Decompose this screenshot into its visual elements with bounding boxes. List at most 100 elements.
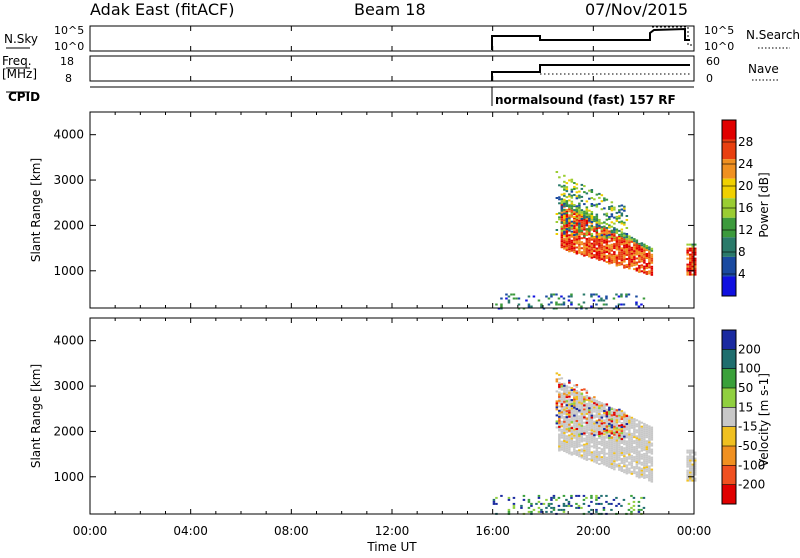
heatmap-cell — [600, 299, 603, 302]
heatmap-cell — [625, 460, 629, 463]
heatmap-cell — [638, 260, 641, 263]
heatmap-cell — [635, 473, 639, 476]
heatmap-cell — [623, 223, 626, 226]
heatmap-cell — [648, 445, 651, 448]
y-tick-label: 1000 — [53, 264, 84, 278]
heatmap-cell — [638, 242, 641, 245]
heatmap-cell — [603, 225, 606, 228]
heatmap-cell — [585, 426, 589, 429]
heatmap-cell — [640, 429, 644, 432]
heatmap-cell — [583, 416, 586, 419]
heatmap-cell — [643, 452, 646, 455]
heatmap-cell — [590, 213, 594, 215]
heatmap-cell — [558, 216, 561, 219]
heatmap-cell — [527, 510, 531, 513]
heatmap-cell — [615, 215, 619, 218]
heatmap-cell — [645, 426, 649, 429]
heatmap-cell — [630, 440, 634, 443]
heatmap-cell — [565, 239, 569, 241]
heatmap-cell — [580, 402, 584, 405]
heatmap-cell — [590, 235, 594, 237]
heatmap-cell — [570, 295, 573, 298]
heatmap-cell — [565, 386, 569, 389]
heatmap-cell — [633, 258, 636, 261]
heatmap-cell — [620, 208, 624, 211]
heatmap-cell — [595, 453, 599, 456]
heatmap-cell — [613, 454, 616, 457]
heatmap-cell — [550, 496, 553, 499]
heatmap-cell — [568, 219, 571, 222]
heatmap-cell — [613, 431, 616, 434]
heatmap-cell — [605, 440, 609, 443]
heatmap-cell — [691, 465, 694, 468]
heatmap-cell — [625, 215, 629, 217]
heatmap-cell — [588, 432, 591, 435]
heatmap-cell — [500, 297, 503, 300]
heatmap-cell — [600, 418, 604, 421]
heatmap-cell — [595, 403, 599, 406]
heatmap-cell — [585, 436, 589, 439]
heatmap-cell — [605, 408, 609, 411]
freq-line — [491, 64, 690, 81]
colorbar-tick-label: 50 — [738, 381, 753, 395]
heatmap-cell — [573, 229, 576, 232]
heatmap-cell — [575, 386, 579, 388]
heatmap-cell — [585, 214, 589, 216]
heatmap-cell — [645, 436, 649, 439]
heatmap-cell — [575, 414, 579, 416]
heatmap-cell — [593, 456, 596, 459]
heatmap-cell — [527, 305, 531, 308]
heatmap-cell — [580, 426, 584, 429]
heatmap-cell — [575, 252, 579, 255]
heatmap-cell — [691, 263, 694, 266]
heatmap-cell — [585, 428, 589, 431]
heatmap-cell — [560, 236, 564, 239]
heatmap-cell — [615, 447, 619, 450]
heatmap-cell — [610, 429, 614, 432]
heatmap-cell — [608, 218, 611, 220]
heatmap-cell — [623, 435, 626, 438]
heatmap-cell — [645, 452, 649, 455]
heatmap-cell — [613, 259, 616, 262]
heatmap-cell — [613, 425, 616, 428]
heatmap-cell — [598, 417, 601, 419]
heatmap-cell — [568, 399, 571, 402]
heatmap-cell — [552, 508, 556, 511]
heatmap-cell — [590, 421, 594, 424]
heatmap-cell — [630, 262, 634, 265]
heatmap-cell — [620, 428, 624, 431]
heatmap-cell — [620, 251, 624, 254]
heatmap-cell — [560, 213, 564, 216]
heatmap-cell — [575, 422, 579, 424]
heatmap-cell — [542, 502, 546, 505]
heatmap-cell — [573, 426, 576, 429]
heatmap-cell — [555, 197, 559, 199]
heatmap-cell — [605, 494, 608, 497]
heatmap-cell — [615, 504, 618, 507]
heatmap-cell — [575, 400, 579, 402]
heatmap-cell — [590, 445, 594, 448]
heatmap-cell — [633, 244, 636, 247]
heatmap-cell — [590, 451, 594, 454]
heatmap-cell — [583, 455, 586, 458]
heatmap-cell — [613, 416, 616, 419]
colorbar-swatch — [722, 407, 736, 427]
heatmap-cell — [558, 443, 561, 446]
heatmap-cell — [691, 265, 694, 268]
heatmap-cell — [563, 194, 566, 197]
heatmap-cell — [590, 400, 594, 403]
heatmap-cell — [625, 440, 629, 443]
heatmap-cell — [590, 248, 594, 251]
heatmap-cell — [588, 233, 591, 236]
heatmap-cell — [630, 254, 634, 257]
heatmap-cell — [545, 506, 548, 509]
heatmap-cell — [537, 510, 541, 513]
heatmap-cell — [588, 243, 591, 246]
heatmap-cell — [648, 256, 651, 259]
heatmap-cell — [615, 421, 619, 424]
nave-tick-bottom: 0 — [706, 72, 713, 85]
power-colorbar-label: Power [dB] — [757, 172, 771, 237]
heatmap-cell — [505, 297, 508, 300]
heatmap-cell — [563, 400, 566, 403]
heatmap-cell — [635, 267, 639, 270]
